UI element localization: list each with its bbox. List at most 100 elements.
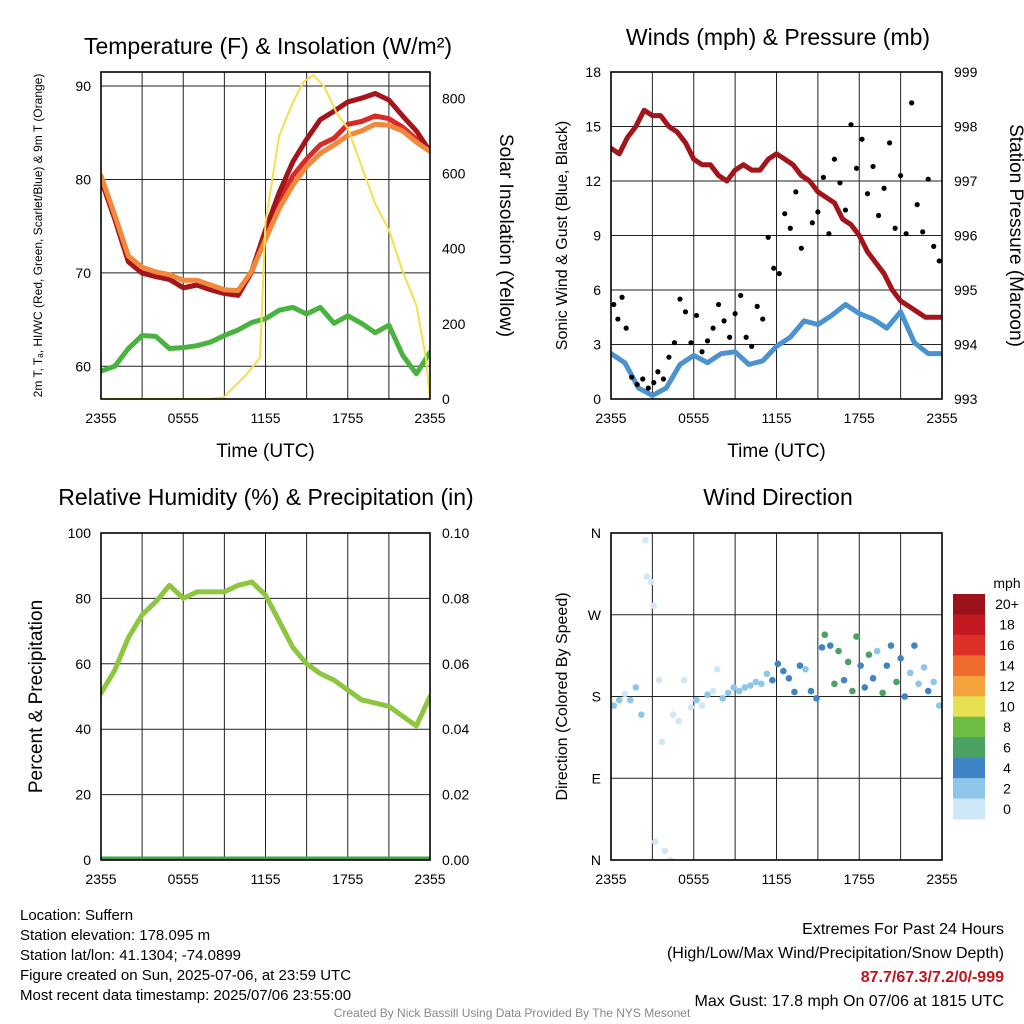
gust-point (727, 334, 733, 340)
gust-point (634, 381, 640, 388)
y-axis-label: 2m T, Tₐ, HI/WC (Red, Green, Scarlet/Blu… (31, 74, 45, 398)
y2-tick-label: 993 (954, 391, 978, 407)
colorbar-swatch (953, 798, 985, 820)
direction-point (883, 662, 891, 669)
direction-point (655, 676, 663, 684)
colorbar-title: mph (993, 575, 1020, 591)
y2-tick-label: 999 (954, 64, 978, 80)
gust-point (671, 340, 678, 346)
y-tick-label: 0 (593, 391, 601, 407)
y-tick-label: 70 (75, 265, 91, 281)
x-tick-label: 1155 (761, 410, 791, 426)
direction-point (879, 689, 886, 697)
colorbar-label: 16 (999, 637, 1015, 653)
colorbar-label: 2 (1003, 780, 1011, 796)
y-tick-label: 60 (75, 656, 91, 672)
x-tick-label: 0555 (678, 871, 709, 887)
y-axis-label: Percent & Precipitation (26, 600, 47, 793)
x-tick-label: 0555 (168, 410, 199, 426)
plot-area (101, 579, 430, 860)
plot-frame (100, 71, 431, 400)
gust-point (693, 312, 700, 319)
direction-point (698, 702, 706, 709)
gust-point (754, 303, 760, 309)
direction-point (818, 644, 826, 651)
x-tick-label: 2355 (85, 871, 116, 887)
colorbar-label: 8 (1003, 719, 1011, 735)
y-tick-label: 3 (593, 337, 601, 353)
colorbar-label: 14 (999, 658, 1015, 674)
direction-point (769, 676, 776, 684)
x-tick-label: 2355 (926, 410, 957, 426)
direction-point (915, 680, 922, 688)
direction-point (780, 667, 787, 675)
plot-area (611, 536, 942, 860)
direction-point (873, 647, 881, 655)
temperature-insolation-chart: Temperature (F) & Insolation (W/m²) 2355 0… (31, 33, 516, 462)
extremes-title: Extremes For Past 24 Hours (802, 921, 1004, 938)
direction-point (911, 642, 918, 649)
direction-point (658, 738, 666, 746)
x-tick-label: 1155 (761, 871, 791, 887)
direction-point (650, 602, 658, 609)
recent-timestamp: Most recent data timestamp: 2025/07/06 2… (20, 987, 352, 1004)
gust-point (782, 211, 788, 217)
gust-point (645, 385, 651, 391)
x-tick-label: 0555 (678, 410, 709, 426)
colorbar-label: 18 (999, 617, 1015, 633)
direction-point (785, 675, 793, 682)
gust-point (815, 209, 821, 215)
y2-tick-label: 200 (442, 316, 466, 332)
y2-tick-label: 0 (442, 391, 450, 407)
gust-point (715, 301, 722, 308)
direction-point (675, 717, 682, 725)
gust-point (826, 231, 832, 237)
y2-tick-label: 0.04 (442, 721, 469, 737)
series-line-sonic-wind (611, 302, 942, 398)
direction-point (632, 684, 640, 691)
gust-point (619, 294, 625, 300)
direction-point (869, 675, 877, 682)
gust-point (640, 376, 646, 382)
direction-point (906, 669, 914, 677)
colorbar-label: 0 (1003, 801, 1011, 817)
plot-area (101, 74, 430, 399)
plot-frame (610, 532, 943, 861)
colorbar-swatch (953, 696, 985, 718)
gust-point (787, 225, 793, 231)
gust-point (831, 156, 838, 162)
y-tick-label: 12 (585, 173, 601, 189)
direction-point (687, 704, 695, 711)
gust-point (864, 191, 871, 197)
series-line-relative-humidity (101, 579, 430, 729)
series-line-station-pressure (611, 107, 942, 320)
direction-point (920, 664, 928, 671)
speed-colorbar: mph 20+ 18 16 14 12 10 8 6 4 2 0 (953, 575, 1021, 820)
y-tick-label: 60 (75, 358, 91, 374)
direction-point (831, 680, 838, 688)
y-tick-label: 20 (75, 787, 91, 803)
y-tick-label: N (591, 525, 601, 541)
y-tick-label: W (588, 607, 602, 623)
direction-point (901, 693, 909, 700)
max-gust: Max Gust: 17.8 mph On 07/06 at 1815 UTC (694, 993, 1005, 1010)
y2-axis-label: Station Pressure (Maroon) (1005, 124, 1024, 347)
y-tick-label: 9 (593, 228, 601, 244)
colorbar-label: 12 (999, 678, 1015, 694)
colorbar-swatch (953, 655, 985, 677)
credit-line: Created By Nick Bassill Using Data Provi… (333, 1006, 691, 1020)
direction-point (791, 688, 798, 696)
gust-point (771, 265, 777, 271)
x-tick-label: 0555 (168, 871, 199, 887)
gust-point (738, 292, 744, 299)
direction-point (835, 647, 842, 655)
x-tick-label: 1155 (250, 410, 280, 426)
direction-point (627, 696, 634, 704)
gust-point (765, 234, 771, 240)
direction-point (763, 670, 771, 678)
figure-created: Figure created on Sun, 2025-07-06, at 23… (20, 967, 352, 984)
gust-point (842, 207, 849, 213)
direction-point (826, 642, 834, 649)
gust-point (909, 100, 915, 106)
